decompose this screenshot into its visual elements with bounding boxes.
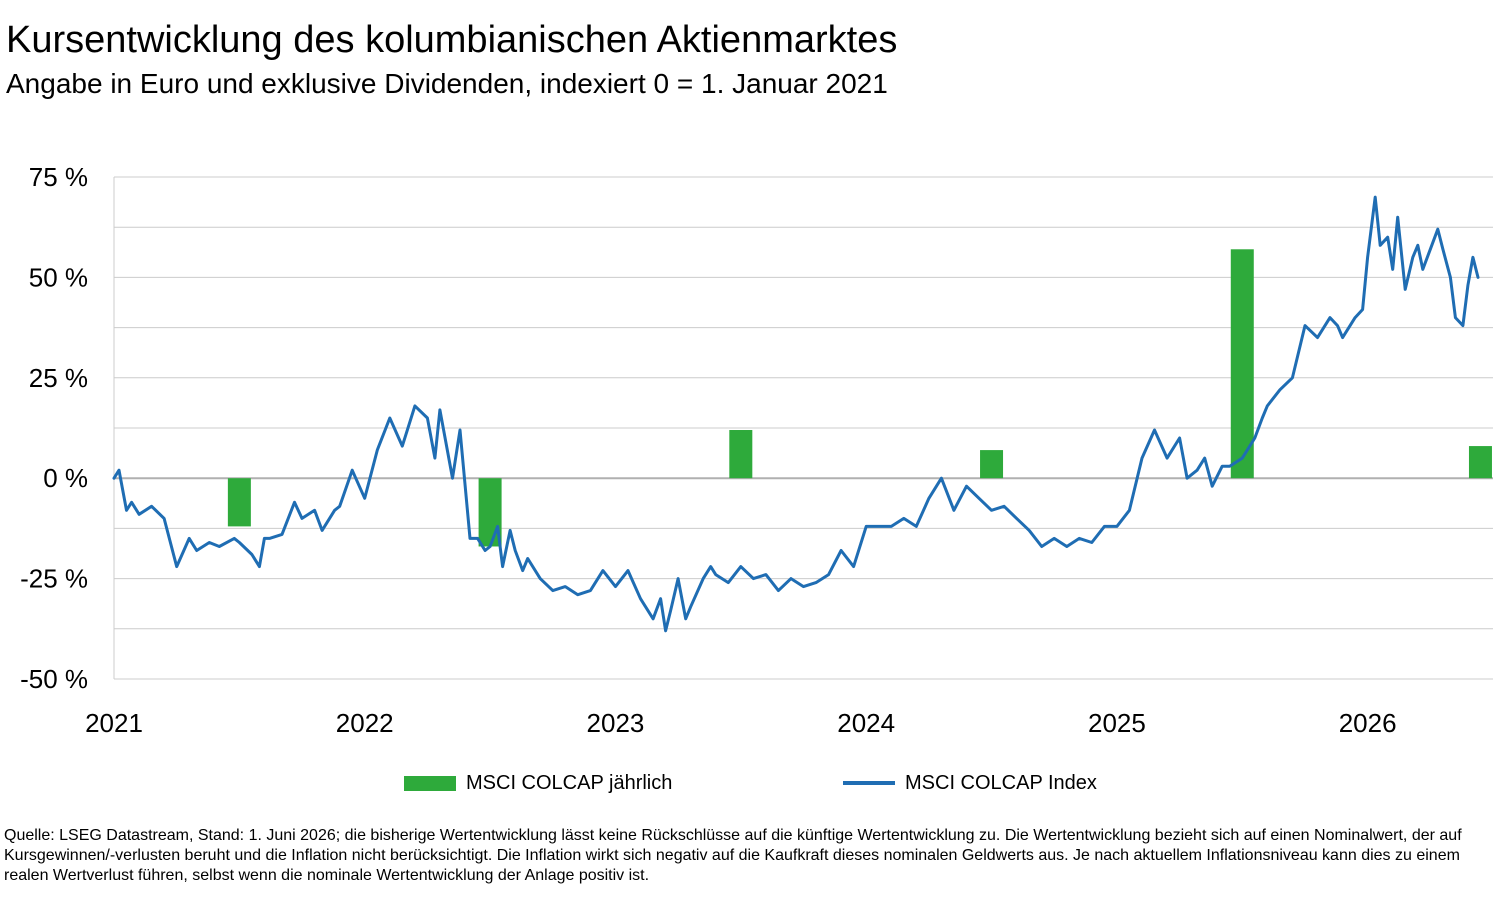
legend-bar-label: MSCI COLCAP jährlich [466,772,673,794]
bar-mark [980,450,1004,479]
y-tick-label: 25 % [29,363,88,393]
y-tick-label: -25 % [20,564,88,594]
bar-mark [729,430,753,479]
x-tick-label: 2025 [1088,708,1146,738]
legend: MSCI COLCAP jährlich MSCI COLCAP Index [0,768,1500,800]
y-tick-label: 50 % [29,262,88,292]
bar-mark [1230,249,1254,479]
chart-title: Kursentwicklung des kolumbianischen Akti… [6,19,898,61]
axis-labels-layer: 75 % 50 % 25 % 0 % -25 % -50 % 2021 2022 2023 202… [20,162,1396,738]
x-tick-label: 2026 [1339,708,1397,738]
line-series-layer [112,195,1480,633]
bar-series-layer [227,249,1492,547]
legend-bar-swatch [404,775,456,791]
source-footnote: Quelle: LSEG Datastream, Stand: 1. Juni … [4,827,1462,884]
y-tick-label: 75 % [29,162,88,192]
y-tick-label: -50 % [20,664,88,694]
legend-item-bars: MSCI COLCAP jährlich [404,768,672,798]
bar-mark [227,478,251,527]
index-line [112,195,1480,633]
legend-item-line: MSCI COLCAP Index [843,768,1097,798]
y-tick-label: 0 % [43,463,88,493]
x-tick-label: 2022 [336,708,394,738]
x-tick-label: 2024 [837,708,895,738]
x-tick-label: 2023 [587,708,645,738]
bar-mark [1468,446,1492,479]
chart-subtitle: Angabe in Euro und exklusive Dividenden,… [6,68,888,99]
x-tick-label: 2021 [85,708,143,738]
legend-line-label: MSCI COLCAP Index [905,772,1097,794]
legend-line-swatch [843,781,895,785]
grid-layer [113,176,1493,680]
